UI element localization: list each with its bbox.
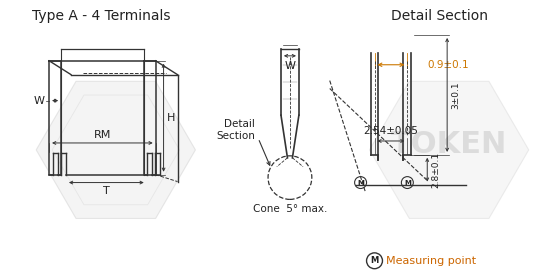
Text: 0.9±0.1: 0.9±0.1 bbox=[427, 60, 469, 70]
Text: 3±0.1: 3±0.1 bbox=[451, 81, 460, 109]
Text: Measuring point: Measuring point bbox=[386, 256, 477, 266]
Text: Type A - 4 Terminals: Type A - 4 Terminals bbox=[32, 9, 170, 23]
Text: 2.54±0.05: 2.54±0.05 bbox=[364, 126, 418, 136]
Text: Detail
Section: Detail Section bbox=[216, 119, 255, 141]
Text: M: M bbox=[357, 180, 364, 185]
Text: 2.8±0.1: 2.8±0.1 bbox=[431, 152, 440, 188]
Text: W: W bbox=[33, 96, 44, 106]
Text: M: M bbox=[370, 256, 379, 265]
Text: M: M bbox=[404, 180, 411, 185]
Text: Detail Section: Detail Section bbox=[391, 9, 488, 23]
Text: H: H bbox=[166, 113, 175, 123]
Text: T: T bbox=[103, 185, 110, 195]
Text: TOKEN: TOKEN bbox=[391, 130, 507, 160]
Text: W: W bbox=[284, 61, 295, 71]
Text: Cone  5° max.: Cone 5° max. bbox=[253, 204, 327, 214]
Text: RM: RM bbox=[94, 130, 111, 140]
